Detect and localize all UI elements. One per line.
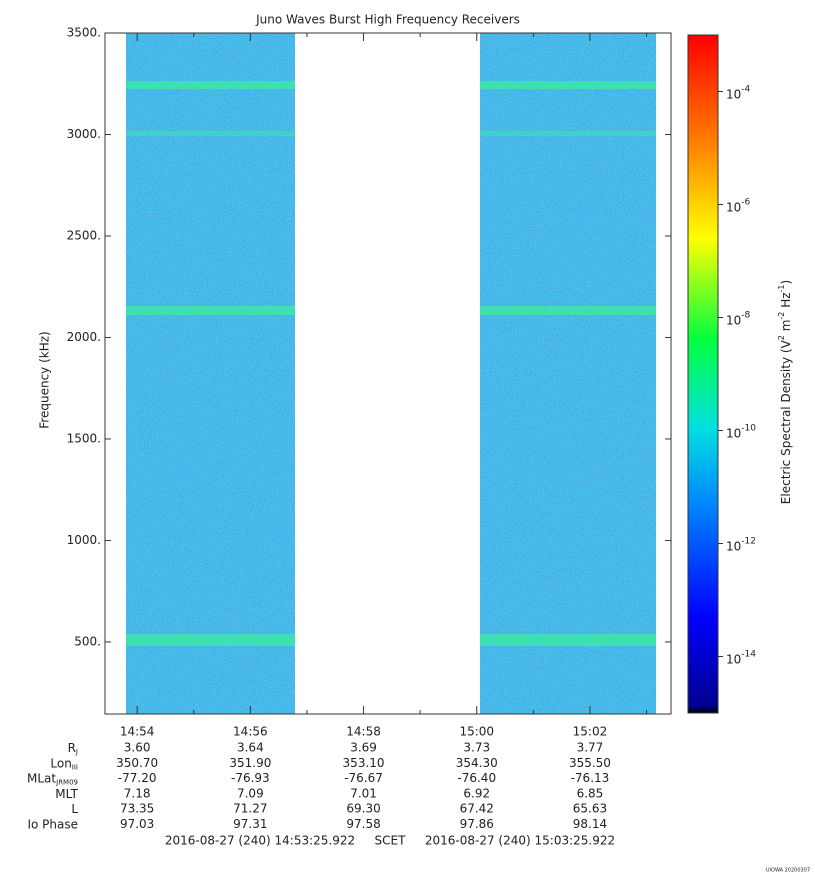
ephemeris-value: 97.31 <box>233 817 267 831</box>
tick-exponent: -4 <box>741 84 750 94</box>
ephemeris-value: 97.86 <box>460 817 494 831</box>
ephemeris-value: 3.73 <box>463 741 490 755</box>
ephemeris-value: 3.60 <box>124 741 151 755</box>
label-part: 2 <box>777 335 786 340</box>
tick-base: 10 <box>726 313 741 327</box>
tick-exponent: -6 <box>741 197 750 207</box>
plot-frame <box>104 32 672 715</box>
ephemeris-value: 355.50 <box>569 756 611 770</box>
label-part: ) <box>779 280 793 285</box>
colorbar-tick-label: 10-12 <box>726 536 756 553</box>
row-label-sub: J <box>75 748 78 756</box>
tick-base: 10 <box>726 652 741 666</box>
ephemeris-value: 71.27 <box>233 802 267 816</box>
row-label: Io Phase <box>27 817 78 831</box>
row-label: MLT <box>55 786 78 800</box>
ephemeris-value: 351.90 <box>229 756 271 770</box>
y-tick-label: 3000. <box>67 127 101 141</box>
x-tick-label: 15:02 <box>573 725 608 739</box>
label-part: Electric Spectral Density (V <box>779 339 793 504</box>
tick-exponent: -8 <box>741 310 750 320</box>
ephemeris-value: 69.30 <box>346 802 380 816</box>
chart-title: Juno Waves Burst High Frequency Receiver… <box>255 13 520 27</box>
spectrogram-noise <box>126 33 295 714</box>
ephemeris-value: 65.63 <box>573 802 607 816</box>
ephemeris-value: 6.92 <box>463 786 490 800</box>
tick-exponent: -12 <box>741 536 756 546</box>
y-tick-label: 1500. <box>67 431 101 445</box>
colorbar-tick-label: 10-4 <box>726 84 751 101</box>
ephemeris-value: 354.30 <box>456 756 498 770</box>
row-label: MLat <box>27 771 56 785</box>
colorbar-tick-label: 10-6 <box>726 197 751 214</box>
y-tick-label: 500. <box>74 634 101 648</box>
y-tick-label: 1000. <box>67 533 101 547</box>
row-label: L <box>71 802 78 816</box>
ephemeris-value: -76.40 <box>457 771 496 785</box>
ephemeris-label: MLT <box>55 786 78 800</box>
label-part: Hz <box>779 292 793 311</box>
label-part: -1 <box>777 285 786 293</box>
ephemeris-value: 6.85 <box>577 786 604 800</box>
spectrogram <box>126 33 656 714</box>
spectrogram-noise <box>480 33 656 714</box>
row-label-sub: JRM09 <box>55 779 78 787</box>
ephemeris-value: 67.42 <box>460 802 494 816</box>
ephemeris-value: 7.09 <box>237 786 264 800</box>
colorbar <box>687 34 719 714</box>
end-time: 2016-08-27 (240) 15:03:25.922 <box>425 834 615 848</box>
ephemeris-value: 353.10 <box>343 756 385 770</box>
tick-base: 10 <box>726 426 741 440</box>
colorbar-tick-label: 10-14 <box>726 649 756 666</box>
colorbar-tick-label: 10-8 <box>726 310 751 327</box>
ephemeris-value: -76.13 <box>571 771 610 785</box>
y-tick-label: 3500. <box>67 26 101 40</box>
ephemeris-value: 3.77 <box>577 741 604 755</box>
colorbar-label: Electric Spectral Density (V2 m-2 Hz-1) <box>777 280 793 504</box>
ephemeris-value: 98.14 <box>573 817 607 831</box>
ephemeris-value: -77.20 <box>118 771 157 785</box>
row-label: R <box>68 741 76 755</box>
x-tick-label: 14:54 <box>120 725 155 739</box>
ephemeris-value: 3.64 <box>237 741 264 755</box>
start-time: 2016-08-27 (240) 14:53:25.922 <box>165 834 355 848</box>
y-tick-label: 2500. <box>67 228 101 242</box>
ephemeris-value: 97.58 <box>346 817 380 831</box>
stamp: UIOWA 20200307 <box>766 868 810 874</box>
ephemeris-label: MLatJRM09 <box>27 771 78 787</box>
row-label-sub: III <box>72 763 78 771</box>
ephemeris-value: 97.03 <box>120 817 154 831</box>
time-frame: SCET <box>375 834 407 848</box>
y-axis-label: Frequency (kHz) <box>38 331 52 428</box>
tick-exponent: -10 <box>741 423 756 433</box>
x-tick-label: 15:00 <box>459 725 494 739</box>
ephemeris-value: -76.67 <box>344 771 383 785</box>
ephemeris-label: RJ <box>68 741 78 757</box>
ephemeris-value: 350.70 <box>116 756 158 770</box>
ephemeris-value: 73.35 <box>120 802 154 816</box>
label-part: -2 <box>777 312 786 320</box>
ephemeris-value: 3.69 <box>350 741 377 755</box>
ephemeris-value: 7.01 <box>350 786 377 800</box>
y-tick-label: 2000. <box>67 330 101 344</box>
ephemeris-label: LonIII <box>50 756 78 772</box>
tick-base: 10 <box>726 200 741 214</box>
tick-base: 10 <box>726 539 741 553</box>
tick-base: 10 <box>726 87 741 101</box>
x-tick-label: 14:58 <box>346 725 381 739</box>
emission-bands <box>126 81 656 646</box>
row-label: Lon <box>50 756 71 770</box>
label-part: m <box>779 320 793 336</box>
ephemeris-label: Io Phase <box>27 817 78 831</box>
ephemeris-value: -76.93 <box>231 771 270 785</box>
ephemeris-value: 7.18 <box>124 786 151 800</box>
x-tick-label: 14:56 <box>233 725 268 739</box>
colorbar-tick-label: 10-10 <box>726 423 756 440</box>
ephemeris-label: L <box>71 802 78 816</box>
tick-exponent: -14 <box>741 649 756 659</box>
